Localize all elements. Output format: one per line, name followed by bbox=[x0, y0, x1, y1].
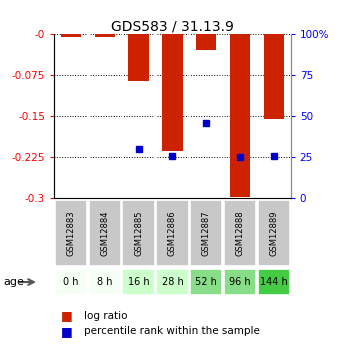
Text: log ratio: log ratio bbox=[84, 311, 128, 321]
Text: 8 h: 8 h bbox=[97, 277, 113, 287]
Bar bbox=[162, 34, 183, 151]
Bar bbox=[122, 269, 155, 295]
Bar bbox=[122, 200, 155, 266]
Text: ■: ■ bbox=[61, 325, 73, 338]
Text: GSM12886: GSM12886 bbox=[168, 210, 177, 256]
Text: 0 h: 0 h bbox=[63, 277, 79, 287]
Bar bbox=[55, 200, 87, 266]
Text: 52 h: 52 h bbox=[195, 277, 217, 287]
Text: age: age bbox=[3, 277, 24, 287]
Text: GSM12884: GSM12884 bbox=[100, 210, 109, 256]
Text: GSM12885: GSM12885 bbox=[134, 210, 143, 256]
Bar bbox=[128, 34, 149, 81]
Bar bbox=[89, 200, 121, 266]
Title: GDS583 / 31.13.9: GDS583 / 31.13.9 bbox=[111, 19, 234, 33]
Bar bbox=[156, 200, 189, 266]
Text: GSM12889: GSM12889 bbox=[269, 210, 278, 256]
Bar bbox=[89, 269, 121, 295]
Text: ■: ■ bbox=[61, 309, 73, 322]
Bar bbox=[264, 34, 284, 119]
Bar bbox=[95, 34, 115, 37]
Text: percentile rank within the sample: percentile rank within the sample bbox=[84, 326, 260, 336]
Bar bbox=[224, 269, 256, 295]
Text: GSM12883: GSM12883 bbox=[67, 210, 75, 256]
Text: GSM12888: GSM12888 bbox=[236, 210, 244, 256]
Bar bbox=[196, 34, 216, 50]
Bar bbox=[258, 200, 290, 266]
Text: 16 h: 16 h bbox=[128, 277, 149, 287]
Text: 28 h: 28 h bbox=[162, 277, 183, 287]
Bar bbox=[190, 200, 222, 266]
Text: 144 h: 144 h bbox=[260, 277, 288, 287]
Bar bbox=[230, 34, 250, 197]
Text: GSM12887: GSM12887 bbox=[202, 210, 211, 256]
Bar bbox=[55, 269, 87, 295]
Text: 96 h: 96 h bbox=[229, 277, 251, 287]
Bar bbox=[156, 269, 189, 295]
Bar bbox=[258, 269, 290, 295]
Bar bbox=[190, 269, 222, 295]
Bar bbox=[61, 34, 81, 37]
Bar bbox=[224, 200, 256, 266]
